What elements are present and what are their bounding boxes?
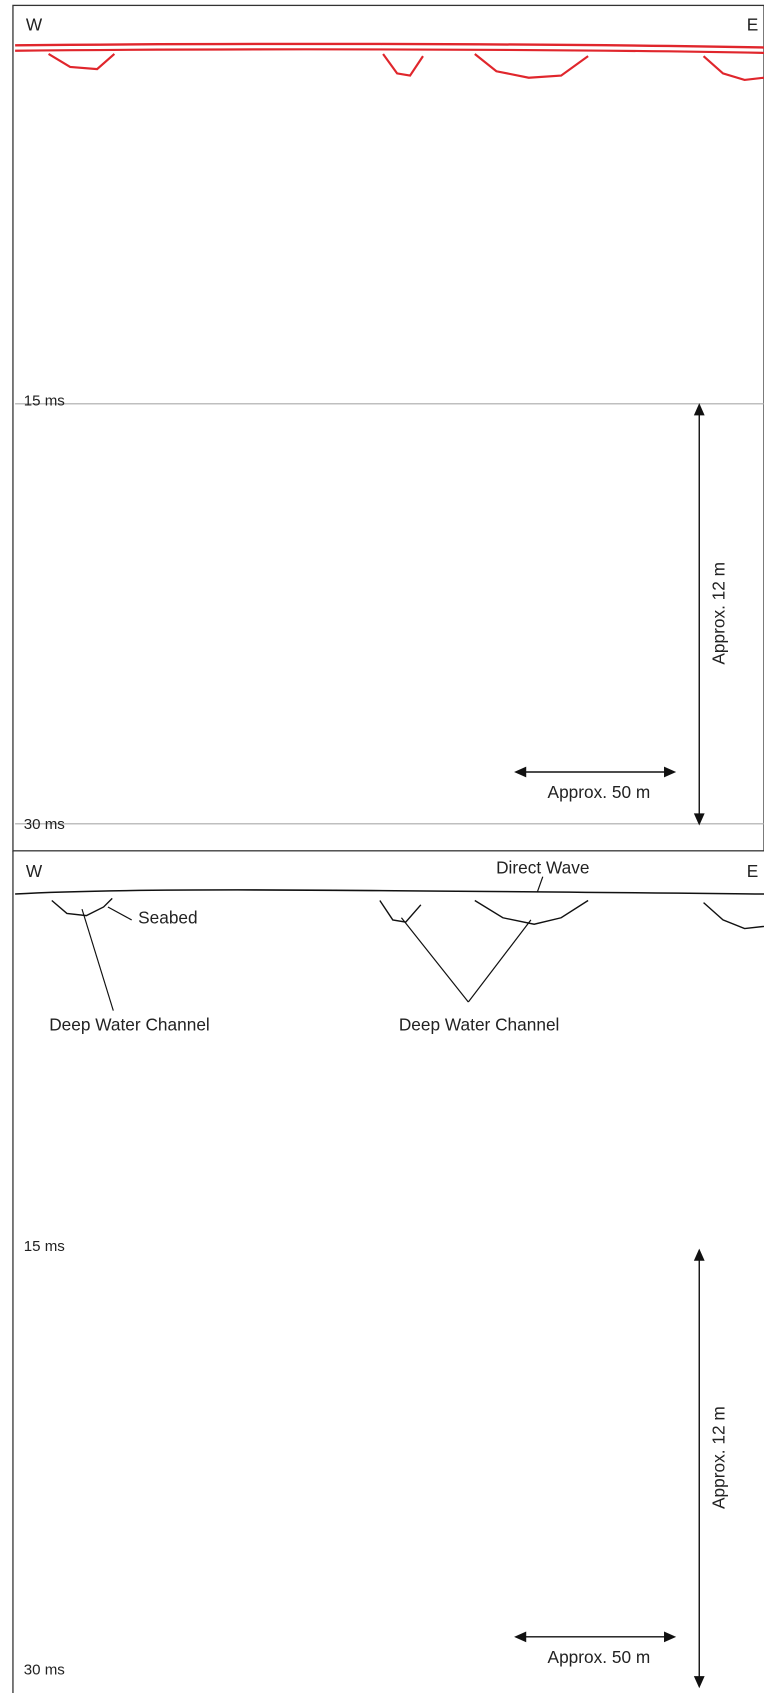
direct-wave-label: Direct Wave bbox=[496, 858, 589, 878]
horizontal-scale-arrow bbox=[514, 766, 677, 778]
time-label: 30 ms bbox=[24, 816, 66, 833]
west-label: W bbox=[26, 861, 43, 881]
seismic-texture bbox=[15, 43, 764, 843]
east-label: E bbox=[747, 861, 759, 881]
vertical-scale-label: Approx. 12 m bbox=[708, 562, 728, 665]
horizontal-scale-arrow bbox=[514, 1631, 677, 1643]
channel-label: Deep Water Channel bbox=[399, 1014, 560, 1034]
vertical-scale-arrow bbox=[693, 1248, 705, 1689]
horizontal-scale-label: Approx. 50 m bbox=[548, 1647, 651, 1667]
interpretation-panel: W E Direct Wave Seabed Deep Water Channe… bbox=[12, 850, 764, 1693]
time-label: 15 ms bbox=[24, 393, 66, 410]
vertical-scale-arrow bbox=[693, 403, 705, 826]
east-label: E bbox=[747, 14, 759, 34]
leader-lines bbox=[81, 876, 544, 1011]
vertical-scale-label: Approx. 12 m bbox=[708, 1406, 728, 1509]
channel-label: Deep Water Channel bbox=[49, 1014, 210, 1034]
seabed-label: Seabed bbox=[138, 907, 198, 927]
seismic-panel: W E 15 ms 30 ms Approx. 12 m Approx. 50 … bbox=[12, 4, 764, 852]
time-label: 30 ms bbox=[24, 1661, 66, 1678]
time-label: 15 ms bbox=[24, 1238, 66, 1255]
west-label: W bbox=[26, 14, 43, 34]
horizontal-scale-label: Approx. 50 m bbox=[548, 782, 651, 802]
